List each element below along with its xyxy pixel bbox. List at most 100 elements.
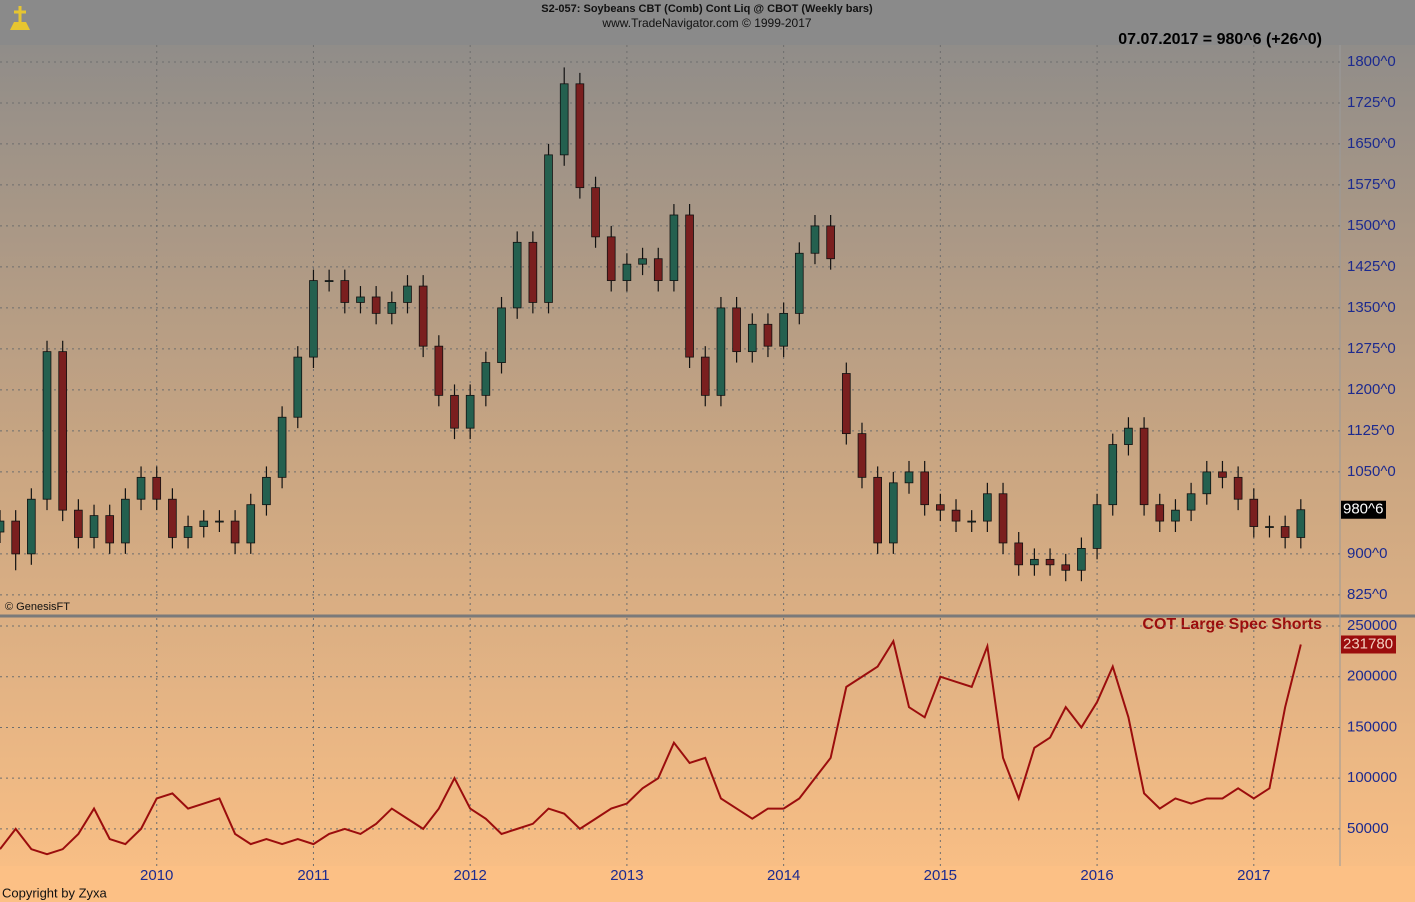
y-tick-label: 1575^0 [1347,176,1396,193]
y-tick-label: 1350^0 [1347,299,1396,316]
candle-body [1139,427,1149,506]
candle-body [1108,444,1118,506]
candle-body [638,258,647,265]
candle-body [841,373,851,435]
candle-body [1171,509,1180,522]
candle-body [324,280,334,282]
candle-body [653,258,663,281]
candle-body [575,83,585,189]
axis-strip [0,866,1415,902]
y-tick-label: 1275^0 [1347,340,1396,357]
candle-body [528,241,538,303]
x-tick-label: 2013 [610,867,643,884]
x-tick-label: 2010 [140,867,173,884]
y-tick-label: 1725^0 [1347,94,1396,111]
candle-body [434,345,444,396]
candle-body [168,498,177,538]
candle-body [497,307,506,363]
candle-body [591,187,600,238]
candle-body [779,312,788,347]
candle-body [1061,564,1071,571]
candle-body [199,520,209,527]
candle-body [889,482,898,544]
candle-body [810,225,820,254]
candle-body [1014,542,1024,566]
watermark: © GenesisFT [5,601,70,613]
y-tick-label: 1500^0 [1347,217,1396,234]
candle-body [1296,509,1306,538]
legend-entry: COT Large Spec Shorts [1142,616,1322,633]
y-tick-label: 1050^0 [1347,463,1396,480]
headline: 07.07.2017 = 980^6 (+26^0) [1118,31,1322,48]
y-tick-label: 1200^0 [1347,381,1396,398]
y-tick-label: 1425^0 [1347,258,1396,275]
y-tick-label: 100000 [1347,769,1397,786]
x-tick-label: 2016 [1080,867,1113,884]
candles [0,67,1306,582]
candle-body [716,307,726,396]
candle-body [89,515,99,538]
x-tick-label: 2011 [297,867,329,884]
header-strip [0,0,1415,45]
candle-body [1186,493,1196,511]
candle-body [983,493,992,522]
candle-body [559,83,569,156]
candle-body [732,307,741,353]
candle-body [998,493,1008,544]
candle-body [136,476,146,500]
candle-body [152,476,162,500]
candle-body [277,416,287,478]
candle-body [685,214,694,358]
y-tick-label: 1650^0 [1347,135,1396,152]
candle-body [42,351,52,500]
candle-body [1030,558,1039,566]
candle-body [1077,548,1086,571]
candle-body [356,296,365,303]
candle-body [262,476,271,506]
candle-body [826,225,835,260]
last-value-label: 231780 [1343,635,1393,652]
candle-body [904,471,914,484]
logo [4,4,36,34]
candle-body [700,356,710,396]
candle-body [544,154,553,303]
candle-body [309,280,318,358]
candle-body [246,504,256,544]
candle-body [183,526,193,538]
candle-body [1202,471,1212,495]
candle-body [763,323,773,347]
y-tick-label: 1125^0 [1347,422,1395,439]
candle-body [1092,504,1102,549]
chart-subtitle: www.TradeNavigator.com © 1999-2017 [601,16,811,30]
candle-body [1124,427,1133,445]
candle-body [1280,526,1290,538]
candle-body [1155,504,1165,522]
candle-body [387,302,397,314]
candle-body [794,252,804,314]
candle-body [873,476,882,544]
candle-body [1045,558,1055,566]
candle-body [11,520,20,555]
candle-body [1233,476,1243,500]
x-tick-label: 2015 [924,867,957,884]
candle-body [27,498,36,555]
candle-body [1218,471,1227,478]
y-tick-label: 50000 [1347,820,1389,837]
candle-body [951,509,961,522]
candle-body [0,520,5,533]
candle-body [920,471,929,506]
candle-body [967,520,977,523]
candle-body [58,351,68,511]
candle-body [465,394,475,429]
candle-body [105,515,115,544]
x-tick-label: 2017 [1237,867,1270,884]
candle-body [215,520,224,523]
candle-body [747,323,757,353]
candle-body [371,296,381,314]
last-value-box [1341,635,1396,654]
y-tick-label: 200000 [1347,668,1397,685]
candle-body [857,433,867,478]
footer: Copyright by Zyxa [2,885,108,900]
y-tick-label: 150000 [1347,718,1397,735]
